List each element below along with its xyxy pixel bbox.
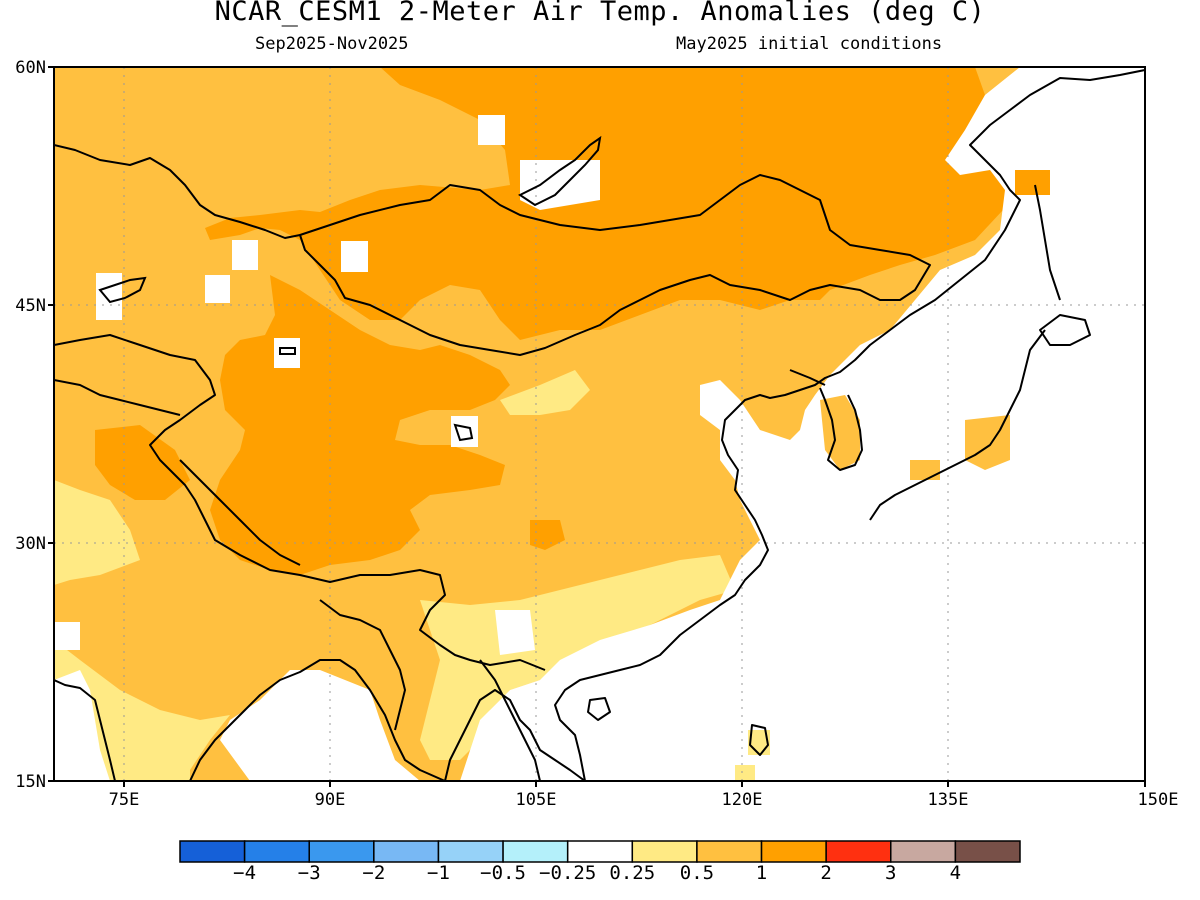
lon-label-75e: 75E — [108, 790, 140, 810]
map-frame — [53, 66, 1146, 782]
coast-east-asia — [554, 69, 1145, 781]
white-patch-10 — [54, 622, 80, 650]
colorbar-tick-label: −0.5 — [480, 862, 526, 884]
lat-label-15n: 15N — [15, 772, 46, 792]
anomaly-japan — [965, 415, 1010, 470]
lake-issyk — [279, 347, 296, 355]
colorbar-swatch — [890, 840, 957, 863]
colorbar-swatch — [696, 840, 763, 863]
coast-india-west — [54, 679, 116, 781]
lon-label-90e: 90E — [314, 790, 346, 810]
colorbar-tick-label: 0.25 — [609, 862, 656, 884]
colorbar-tick-label: −4 — [233, 862, 257, 884]
lat-label-30n: 30N — [15, 534, 46, 554]
anomaly-sakhalin — [1015, 170, 1050, 195]
coast-hainan — [587, 697, 611, 721]
white-patch-2 — [205, 275, 230, 303]
coast-taiwan — [749, 724, 769, 756]
border-myanmar — [319, 599, 406, 731]
anomaly-japan-south — [910, 460, 940, 480]
lon-label-135e: 135E — [927, 790, 969, 810]
lon-label-120e: 120E — [721, 790, 763, 810]
colorbar-tick-label: −3 — [297, 862, 321, 884]
colorbar-tick-label: −2 — [362, 862, 386, 884]
ocean-bay-of-bengal — [220, 670, 420, 781]
country-borders — [54, 144, 931, 781]
lat-label-60n: 60N — [15, 58, 46, 78]
anomaly-region-india — [54, 480, 140, 585]
lake-qinghai — [453, 423, 474, 442]
border-china-west — [54, 334, 546, 671]
lon-label-105e: 105E — [515, 790, 557, 810]
colorbar-swatch — [308, 840, 375, 863]
colorbar-swatch — [760, 840, 827, 863]
white-patch-3 — [232, 240, 258, 270]
colorbar-swatch — [566, 840, 634, 863]
colorbar-swatch — [954, 840, 1021, 863]
coast-hokkaido — [1039, 314, 1091, 346]
lake-balkhash — [98, 276, 147, 304]
white-patch-6 — [451, 416, 478, 447]
white-patch-1 — [96, 273, 122, 320]
lakes — [98, 135, 602, 442]
border-korea — [789, 369, 826, 386]
map-title: NCAR_CESM1 2-Meter Air Temp. Anomalies (… — [214, 0, 986, 27]
lake-baikal — [518, 135, 602, 207]
colorbar-swatch — [825, 840, 892, 863]
white-patch-9 — [495, 610, 535, 655]
colorbar — [179, 840, 1021, 863]
lon-label-150e: 150E — [1137, 790, 1179, 810]
border-central-asia — [54, 379, 181, 416]
colorbar-tick-label: 0.5 — [679, 862, 715, 884]
border-mongolia — [299, 174, 931, 356]
lat-label-45n: 45N — [15, 296, 46, 316]
coast-japan — [869, 329, 1046, 521]
colorbar-swatch — [437, 840, 504, 863]
coastlines — [54, 69, 1145, 781]
grid-lines — [54, 67, 1145, 781]
coast-bay-of-bengal — [189, 659, 446, 781]
white-patch-4 — [341, 241, 368, 272]
colorbar-swatch — [631, 840, 698, 863]
colorbar-swatch — [502, 840, 569, 863]
anomaly-luzon — [735, 765, 755, 781]
anomaly-region-kashmir — [95, 425, 190, 500]
colorbar-tick-label: 2 — [820, 862, 832, 884]
colorbar-tick-label: 4 — [949, 862, 962, 884]
ocean-arabian-sea — [54, 670, 110, 781]
coast-indochina — [444, 689, 586, 781]
ocean-east — [460, 67, 1145, 781]
colorbar-swatch — [243, 840, 310, 863]
colorbar-tick-label: 3 — [885, 862, 897, 884]
anomaly-region-gobi — [500, 370, 590, 415]
forecast-period: Sep2025-Nov2025 — [255, 34, 409, 54]
coast-sakhalin — [1034, 184, 1061, 301]
coast-korea — [819, 387, 863, 471]
anomaly-region-northeast — [205, 67, 1010, 340]
colorbar-tick-label: −1 — [427, 862, 450, 884]
colorbar-tick-label: 1 — [755, 862, 768, 884]
colorbar-swatch — [179, 840, 246, 863]
initial-conditions: May2025 initial conditions — [676, 34, 943, 54]
white-patch-7 — [478, 115, 505, 145]
colorbar-swatch — [373, 840, 440, 863]
border-indochina — [479, 659, 541, 781]
anomaly-spot-1 — [530, 520, 565, 550]
border-kazakh — [54, 144, 301, 239]
colorbar-tick-label: −0.25 — [539, 862, 597, 884]
white-patch-8 — [520, 160, 600, 210]
axis-ticks — [48, 66, 1146, 787]
border-india-nepal — [179, 459, 301, 566]
